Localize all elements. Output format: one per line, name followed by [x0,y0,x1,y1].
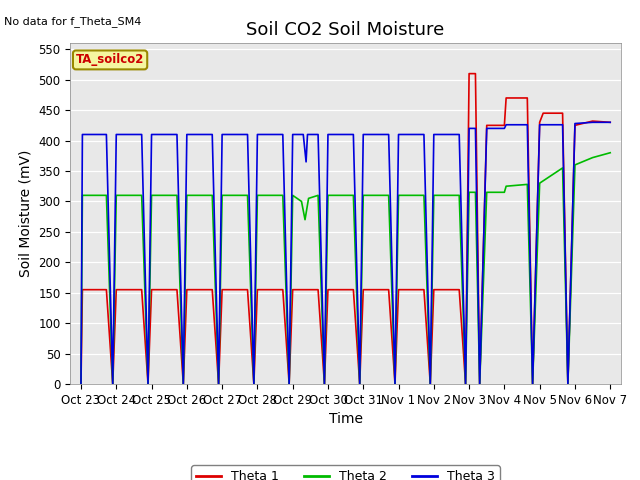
Theta 1 [465,71,473,76]
Theta 2 [395,192,403,198]
Theta 2 [426,381,434,387]
Theta 3 [395,132,403,137]
Line: Theta 2: Theta 2 [81,153,610,384]
Theta 1 [253,287,261,292]
Theta 3 [536,122,543,128]
Theta 2 [536,180,543,186]
Theta 3 [483,126,491,132]
Theta 2 [244,192,252,198]
Theta 3 [606,120,614,125]
Theta 1 [209,287,216,292]
Theta 3 [391,381,399,387]
Theta 2 [483,190,491,195]
Theta 3 [589,120,596,125]
Line: Theta 1: Theta 1 [81,73,610,384]
Theta 2 [391,381,399,387]
Theta 1 [461,381,469,387]
Legend: Theta 1, Theta 2, Theta 3: Theta 1, Theta 2, Theta 3 [191,465,500,480]
X-axis label: Time: Time [328,412,363,426]
Theta 1 [250,381,258,387]
Theta 1 [483,122,491,128]
Theta 3 [244,132,252,137]
Theta 3 [77,381,85,387]
Theta 3 [426,381,434,387]
Theta 1 [77,381,85,387]
Theta 1 [606,120,614,125]
Line: Theta 3: Theta 3 [81,122,610,384]
Theta 2 [77,381,85,387]
Theta 2 [606,150,614,156]
Text: No data for f_Theta_SM4: No data for f_Theta_SM4 [4,16,141,27]
Theta 1 [589,118,596,124]
Text: TA_soilco2: TA_soilco2 [76,53,144,66]
Y-axis label: Soil Moisture (mV): Soil Moisture (mV) [19,150,33,277]
Title: Soil CO2 Soil Moisture: Soil CO2 Soil Moisture [246,21,445,39]
